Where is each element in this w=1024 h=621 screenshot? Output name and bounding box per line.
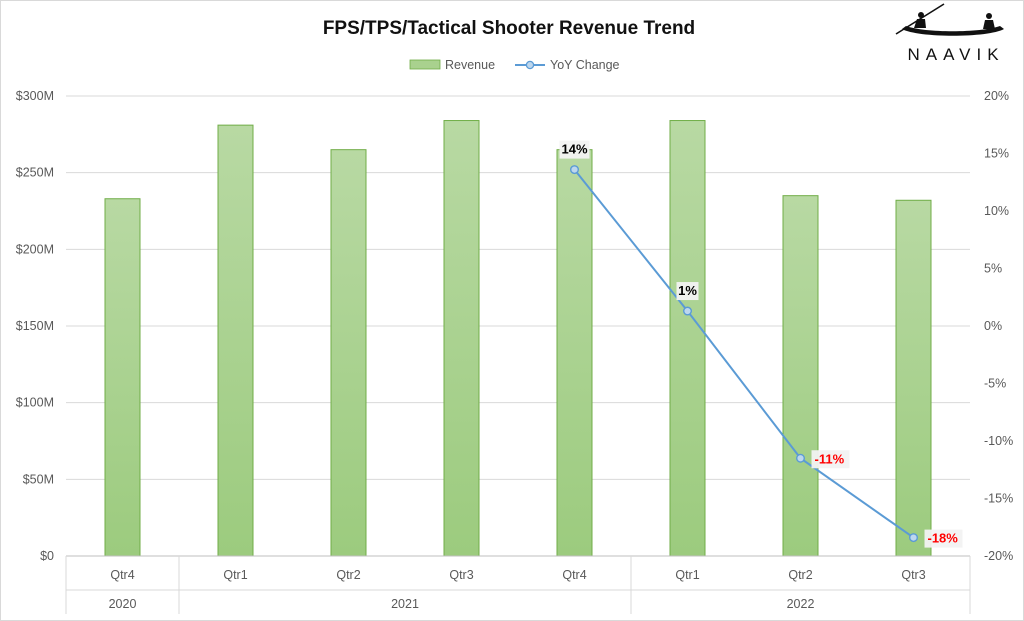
x-tick-label: Qtr1: [223, 568, 247, 582]
left-tick-label: $50M: [23, 472, 54, 486]
revenue-bar: [782, 195, 819, 557]
x-tick-label: Qtr3: [449, 568, 473, 582]
yoy-data-label: 14%: [561, 142, 587, 157]
left-tick-label: $250M: [16, 166, 54, 180]
legend: Revenue YoY Change: [409, 58, 620, 72]
x-tick-label: Qtr4: [562, 568, 586, 582]
right-tick-label: 10%: [984, 204, 1009, 218]
x-tick-label: Qtr3: [901, 568, 925, 582]
left-tick-label: $150M: [16, 319, 54, 333]
right-axis-ticks: -20% -15% -10% -5% 0% 5% 10% 15% 20%: [984, 89, 1013, 563]
logo-text: NAAVIK: [907, 45, 1004, 64]
naavik-logo: NAAVIK: [895, 3, 1004, 64]
left-tick-label: $100M: [16, 396, 54, 410]
right-tick-label: -10%: [984, 434, 1013, 448]
yoy-point: [683, 306, 693, 316]
yoy-data-label: 1%: [678, 283, 697, 298]
legend-label-yoy: YoY Change: [550, 58, 620, 72]
right-tick-label: -15%: [984, 492, 1013, 506]
revenue-bar: [330, 149, 367, 557]
data-label-bg: [924, 529, 963, 548]
left-axis-ticks: $0 $50M $100M $150M $200M $250M $300M: [16, 89, 54, 563]
legend-swatch-revenue: [409, 59, 441, 70]
x-tick-label: Qtr1: [675, 568, 699, 582]
right-tick-label: 5%: [984, 262, 1002, 276]
right-tick-label: -20%: [984, 549, 1013, 563]
data-labels: 14% 1% -11% -18%: [559, 140, 963, 548]
data-label-bg: [811, 450, 850, 469]
x-group-label: 2022: [787, 597, 815, 611]
right-tick-label: 15%: [984, 147, 1009, 161]
revenue-bar: [104, 198, 141, 557]
yoy-point: [570, 165, 580, 175]
x-group-label: 2020: [109, 597, 137, 611]
left-tick-label: $0: [40, 549, 54, 563]
boat-icon: [895, 3, 1004, 36]
revenue-bar: [669, 120, 706, 557]
x-group-label: 2021: [391, 597, 419, 611]
data-label-bg: [559, 140, 590, 159]
yoy-line: [570, 165, 919, 543]
yoy-point: [796, 453, 806, 463]
right-tick-label: -5%: [984, 377, 1006, 391]
yoy-series-line: [573, 168, 915, 539]
x-tick-label: Qtr4: [110, 568, 134, 582]
data-label-bg: [676, 282, 699, 301]
left-tick-label: $200M: [16, 242, 54, 256]
legend-marker-yoy: [525, 60, 535, 70]
revenue-bar: [217, 124, 254, 557]
yoy-data-label: -18%: [928, 531, 959, 546]
x-tick-label: Qtr2: [788, 568, 812, 582]
revenue-bar: [443, 120, 480, 557]
x-tick-label: Qtr2: [336, 568, 360, 582]
right-tick-label: 0%: [984, 319, 1002, 333]
legend-label-revenue: Revenue: [445, 58, 495, 72]
yoy-point: [909, 533, 919, 543]
x-axis: Qtr4 Qtr1 Qtr2 Qtr3 Qtr4 Qtr1 Qtr2 Qtr3 2020 2021…: [65, 555, 971, 614]
right-tick-label: 20%: [984, 89, 1009, 103]
left-tick-label: $300M: [16, 89, 54, 103]
yoy-data-label: -11%: [815, 451, 845, 466]
chart-title: FPS/TPS/Tactical Shooter Revenue Trend: [323, 18, 695, 39]
revenue-bar: [895, 199, 932, 557]
revenue-bar: [556, 149, 593, 557]
gridlines: [66, 95, 970, 557]
